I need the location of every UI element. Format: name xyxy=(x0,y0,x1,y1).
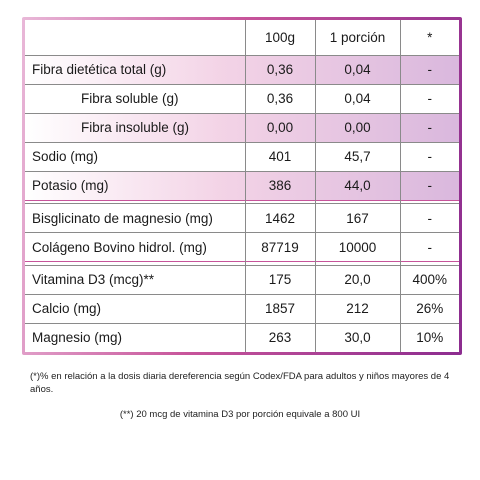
table-header-row: 100g 1 porción * xyxy=(25,20,459,56)
value-per-100g: 0,00 xyxy=(244,112,315,143)
row-label: Fibra dietética total (g) xyxy=(25,54,245,85)
separator-cell xyxy=(399,199,459,204)
value-daily-percent: - xyxy=(399,83,459,114)
value-per-portion: 0,04 xyxy=(314,83,400,114)
header-per-portion: 1 porción xyxy=(314,20,400,56)
value-per-portion: 0,00 xyxy=(314,112,400,143)
row-label: Fibra soluble (g) xyxy=(25,83,245,114)
section-separator xyxy=(25,261,459,266)
row-label: Fibra insoluble (g) xyxy=(25,112,245,143)
value-daily-percent: - xyxy=(399,112,459,143)
value-per-100g: 401 xyxy=(244,141,315,172)
value-per-portion: 45,7 xyxy=(314,141,400,172)
table-row: Sodio (mg) 401 45,7- xyxy=(25,141,459,172)
row-label: Bisglicinato de magnesio (mg) xyxy=(25,203,245,233)
value-daily-percent: - xyxy=(399,170,459,201)
table-row: Magnesio (mg) 263 30,0 10% xyxy=(25,322,459,352)
footnotes: (*)% en relación a la dosis diaria deref… xyxy=(30,370,450,433)
footnote-daily-value: (*)% en relación a la dosis diaria deref… xyxy=(30,371,450,395)
footnote-vitamin-d3: (**) 20 mcg de vitamina D3 por porción e… xyxy=(119,409,361,420)
separator-cell xyxy=(244,261,315,266)
value-per-portion: 167 xyxy=(314,203,400,233)
table-row: Fibra insoluble (g) 0,00 0,00- xyxy=(25,112,459,143)
row-label: Magnesio (mg) xyxy=(25,322,245,352)
value-per-portion: 0,04 xyxy=(314,54,400,85)
value-per-100g: 1462 xyxy=(244,203,315,233)
row-label: Sodio (mg) xyxy=(25,141,245,172)
value-per-100g: 386 xyxy=(244,170,315,201)
value-per-portion: 44,0 xyxy=(314,170,400,201)
row-label: Potasio (mg) xyxy=(25,170,245,201)
value-per-100g: 0,36 xyxy=(244,54,315,85)
value-per-100g: 175 xyxy=(244,264,315,295)
table-row: Fibra dietética total (g) 0,36 0,04- xyxy=(25,54,459,85)
section-separator xyxy=(25,199,459,204)
value-per-100g: 0,36 xyxy=(244,83,315,114)
table-row: Bisglicinato de magnesio (mg) 1462 167- xyxy=(25,203,459,233)
table-row: Potasio (mg) 386 44,0- xyxy=(25,170,459,201)
row-label: Calcio (mg) xyxy=(25,293,245,324)
separator-cell xyxy=(314,199,400,204)
value-per-100g: 87719 xyxy=(244,232,315,262)
table-row: Calcio (mg) 1857 212 26% xyxy=(25,293,459,324)
separator-cell xyxy=(25,261,245,266)
separator-cell xyxy=(244,199,315,204)
separator-cell xyxy=(399,261,459,266)
value-daily-percent: 400% xyxy=(399,264,459,295)
value-per-portion: 10000 xyxy=(314,232,400,262)
value-per-100g: 1857 xyxy=(244,293,315,324)
header-daily-value: * xyxy=(399,20,459,56)
row-label: Vitamina D3 (mcg)** xyxy=(25,264,245,295)
nutrition-table: 100g 1 porción * Fibra dietética total (… xyxy=(25,20,459,352)
header-label xyxy=(25,20,245,55)
nutrition-table-container: 100g 1 porción * Fibra dietética total (… xyxy=(25,20,459,352)
value-per-portion: 212 xyxy=(314,293,400,324)
value-daily-percent: 10% xyxy=(399,322,459,352)
value-daily-percent: - xyxy=(399,141,459,172)
table-row: Vitamina D3 (mcg)** 175 20,0 400% xyxy=(25,264,459,295)
separator-cell xyxy=(25,199,245,204)
table-row: Fibra soluble (g) 0,36 0,04- xyxy=(25,83,459,114)
value-per-portion: 20,0 xyxy=(314,264,400,295)
nutrition-table-frame: 100g 1 porción * Fibra dietética total (… xyxy=(22,17,462,355)
value-per-portion: 30,0 xyxy=(314,322,400,352)
value-daily-percent: - xyxy=(399,232,459,262)
separator-cell xyxy=(314,261,400,266)
table-row: Colágeno Bovino hidrol. (mg) 87719 10000- xyxy=(25,232,459,262)
value-daily-percent: - xyxy=(399,54,459,85)
value-per-100g: 263 xyxy=(244,322,315,352)
header-per-100g: 100g xyxy=(244,20,315,56)
value-daily-percent: - xyxy=(399,203,459,233)
value-daily-percent: 26% xyxy=(399,293,459,324)
row-label: Colágeno Bovino hidrol. (mg) xyxy=(25,232,245,262)
